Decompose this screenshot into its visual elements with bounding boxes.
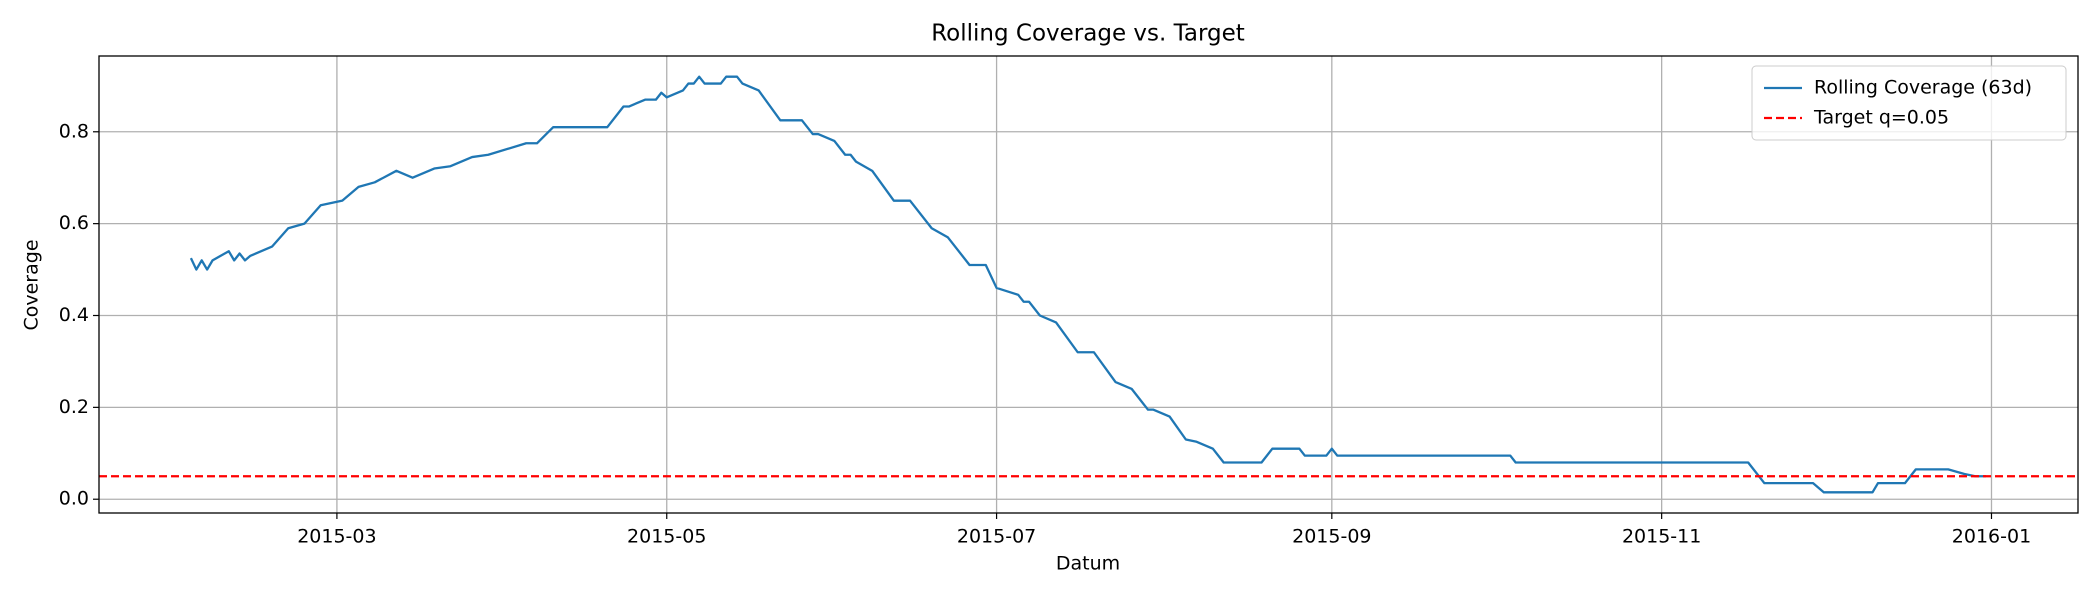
x-tick-label: 2015-07 xyxy=(957,526,1036,548)
y-tick-label: 0.2 xyxy=(59,396,89,418)
x-tick-label: 2015-09 xyxy=(1292,526,1371,548)
y-tick-label: 0.6 xyxy=(59,212,89,234)
x-tick-label: 2016-01 xyxy=(1952,526,2031,548)
legend: Rolling Coverage (63d) Target q=0.05 xyxy=(1751,65,2067,141)
x-axis-label: Datum xyxy=(1056,553,1120,575)
x-tick-label: 2015-11 xyxy=(1622,526,1701,548)
y-axis-label: Coverage xyxy=(21,239,43,330)
plot-frame xyxy=(98,55,2079,514)
y-tick-label: 0.8 xyxy=(59,120,89,142)
y-tick-label: 0.4 xyxy=(59,304,89,326)
legend-box xyxy=(1751,65,2067,141)
y-tick-label: 0.0 xyxy=(59,488,89,510)
legend-label: Target q=0.05 xyxy=(1813,107,1949,129)
series-line xyxy=(189,75,1987,494)
x-tick-label: 2015-03 xyxy=(297,526,376,548)
legend-label: Rolling Coverage (63d) xyxy=(1814,77,2032,99)
chart-title: Rolling Coverage vs. Target xyxy=(931,21,1245,47)
x-tick-label: 2015-05 xyxy=(627,526,706,548)
